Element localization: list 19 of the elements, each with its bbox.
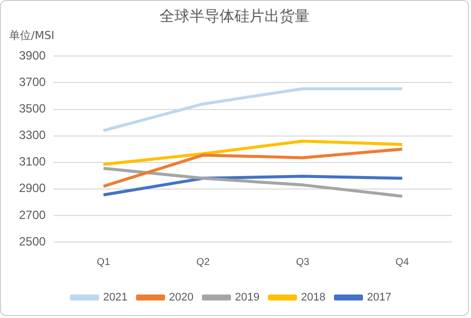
legend-label: 2020 [169, 292, 194, 304]
x-tick-label: Q3 [296, 256, 310, 268]
y-tick-label: 3500 [18, 102, 46, 116]
y-tick-label: 3100 [18, 154, 46, 169]
y-tick-label: 3900 [18, 48, 46, 63]
y-tick-label: 2900 [18, 181, 46, 196]
x-tick-label: Q2 [196, 256, 210, 268]
y-tick-label: 3700 [18, 75, 46, 90]
x-tick-label: Q1 [96, 256, 111, 268]
y-tick-label: 2700 [18, 208, 46, 222]
legend-label: 2021 [103, 292, 128, 304]
legend-label: 2018 [300, 292, 326, 304]
y-tick-label: 2500 [18, 234, 46, 248]
y-axis-title: 单位/MSI [9, 28, 54, 43]
chart-title: 全球半导体硅片出货量 [158, 7, 310, 26]
y-tick-label: 3300 [18, 128, 46, 142]
x-tick-label: Q4 [396, 256, 410, 268]
legend-label: 2017 [366, 292, 392, 304]
legend-label: 2019 [235, 292, 260, 304]
